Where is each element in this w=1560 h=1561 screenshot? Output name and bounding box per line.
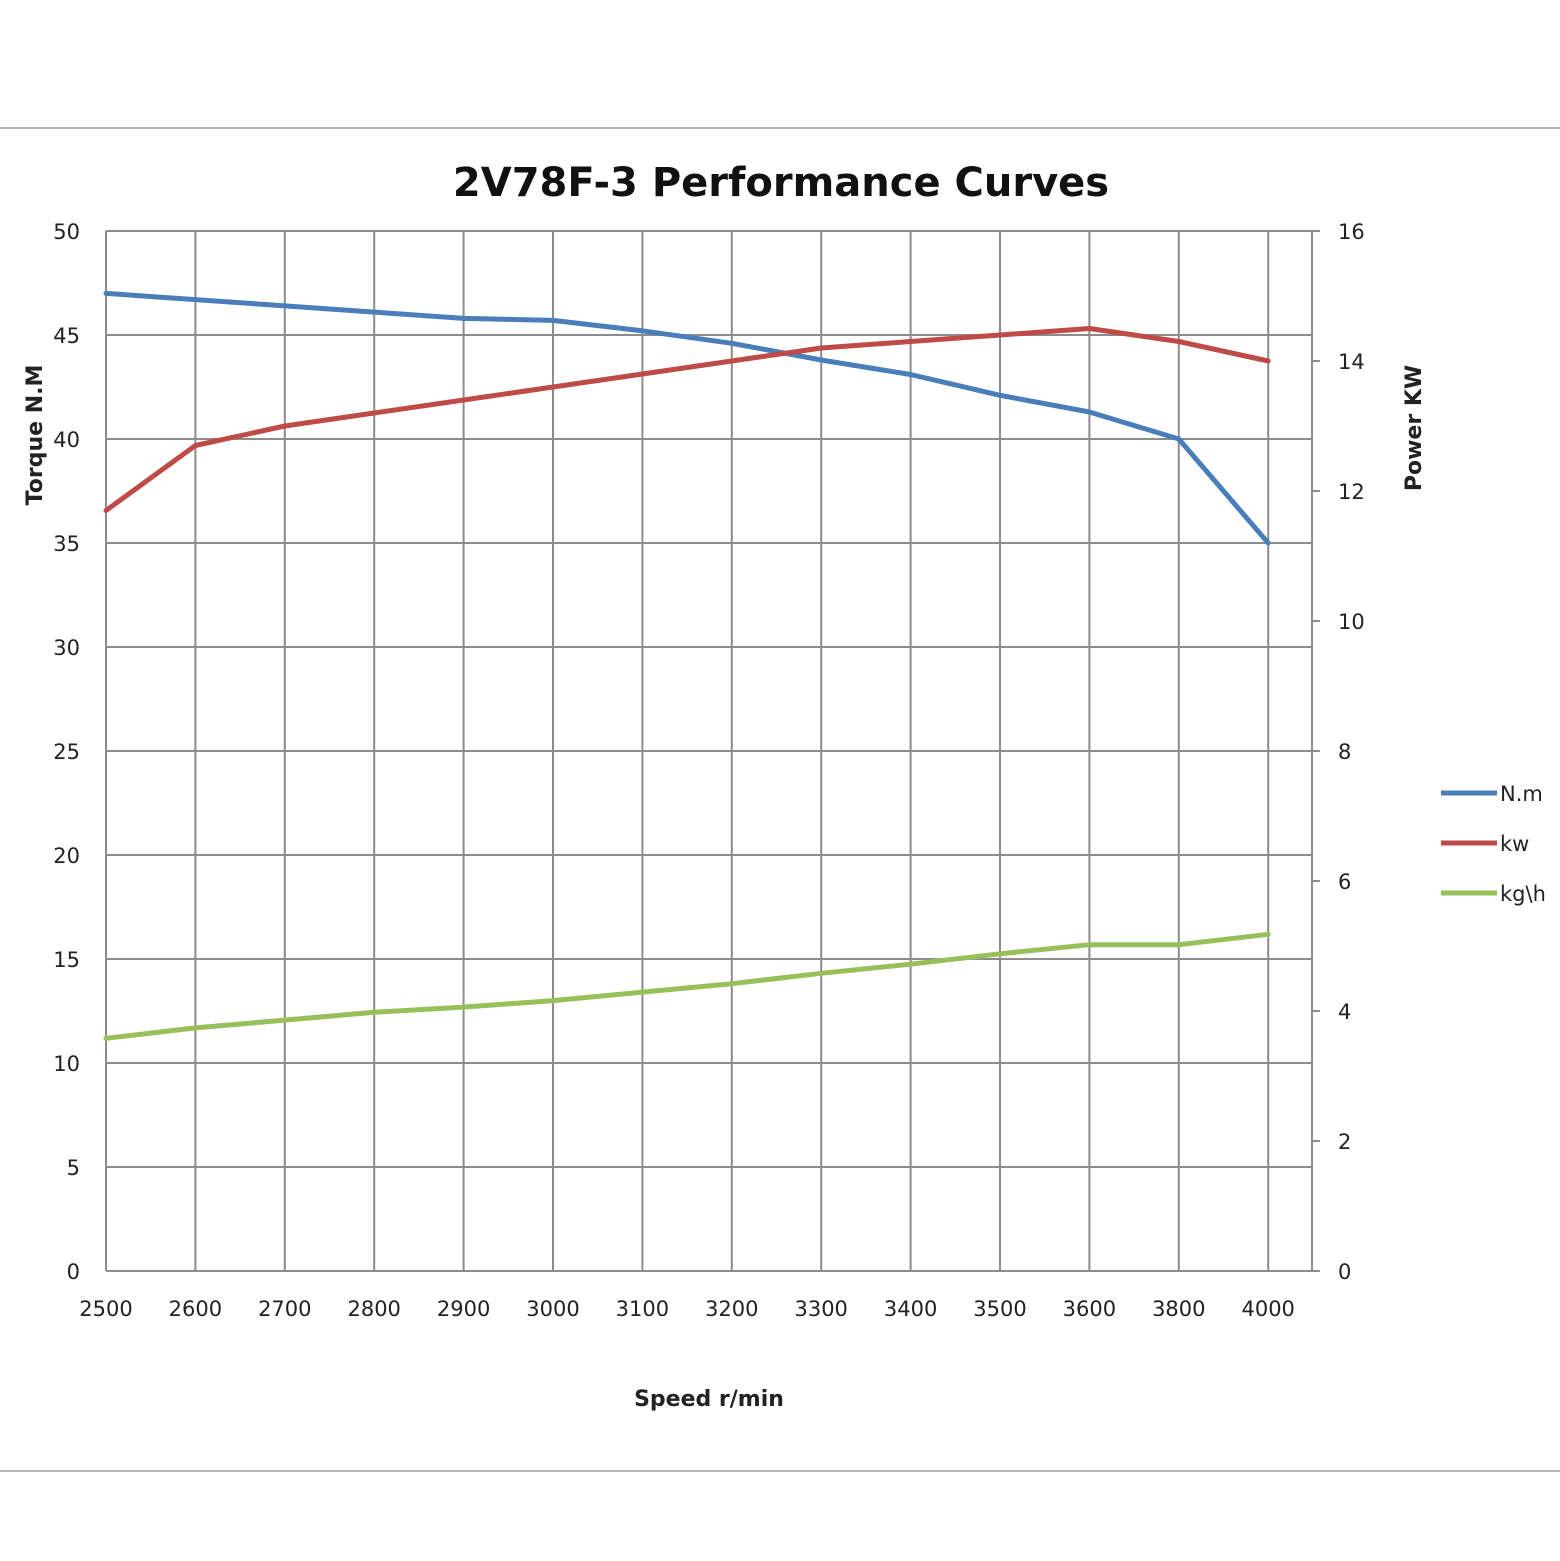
- right-tick-label: 10: [1338, 610, 1365, 634]
- x-tick-label: 3800: [1152, 1297, 1205, 1321]
- grid: [105, 230, 1320, 1272]
- left-tick-label: 45: [53, 324, 80, 348]
- x-tick-label: 3400: [884, 1297, 937, 1321]
- right-tick-label: 0: [1338, 1260, 1351, 1284]
- legend-label: kw: [1500, 832, 1529, 856]
- left-tick-label: 20: [53, 844, 80, 868]
- x-axis-title: Speed r/min: [634, 1387, 784, 1412]
- chart-title: 2V78F-3 Performance Curves: [453, 160, 1109, 206]
- left-tick-label: 0: [67, 1260, 80, 1284]
- series-lines: [103, 290, 1271, 1041]
- left-tick-label: 40: [53, 428, 80, 452]
- left-tick-label: 10: [53, 1052, 80, 1076]
- right-axis-title: Power KW: [1402, 365, 1427, 491]
- right-tick-label: 6: [1338, 870, 1351, 894]
- x-tick-label: 2900: [437, 1297, 490, 1321]
- right-tick-label: 8: [1338, 740, 1351, 764]
- x-tick-label: 2500: [79, 1297, 132, 1321]
- left-tick-label: 5: [67, 1156, 80, 1180]
- x-tick-label: 3300: [794, 1297, 847, 1321]
- right-tick-label: 16: [1338, 220, 1365, 244]
- x-tick-label: 2700: [258, 1297, 311, 1321]
- top-divider: [0, 127, 1560, 129]
- x-tick-label: 3200: [705, 1297, 758, 1321]
- right-tick-label: 2: [1338, 1130, 1351, 1154]
- left-tick-label: 30: [53, 636, 80, 660]
- left-tick-label: 25: [53, 740, 80, 764]
- x-tick-label: 4000: [1241, 1297, 1294, 1321]
- legend-label: kg\h: [1500, 882, 1546, 906]
- series-line: [103, 290, 1271, 546]
- series-line: [103, 931, 1271, 1041]
- legend-label: N.m: [1500, 782, 1543, 806]
- right-tick-label: 12: [1338, 480, 1365, 504]
- x-tick-label: 3600: [1063, 1297, 1116, 1321]
- legend: N.m kw kg\h: [1441, 782, 1546, 906]
- x-tick-label: 3500: [973, 1297, 1026, 1321]
- x-tick-label: 3000: [526, 1297, 579, 1321]
- right-axis-ticks: 0 2 4 6 8 10 12 14 16: [1338, 220, 1365, 1284]
- bottom-divider: [0, 1470, 1560, 1472]
- right-tick-label: 4: [1338, 1000, 1351, 1024]
- x-tick-label: 2800: [347, 1297, 400, 1321]
- left-tick-label: 35: [53, 532, 80, 556]
- x-tick-label: 3100: [616, 1297, 669, 1321]
- left-tick-label: 15: [53, 948, 80, 972]
- x-tick-label: 2600: [169, 1297, 222, 1321]
- right-tick-label: 14: [1338, 350, 1365, 374]
- x-axis-ticks: 2500 2600 2700 2800 2900 3000 3100 3200 3300 3400…: [79, 1297, 1295, 1321]
- left-axis-title: Torque N.M: [23, 365, 48, 506]
- left-axis-ticks: 0 5 10 15 20 25 30 35 40 45 50: [53, 220, 80, 1284]
- left-tick-label: 50: [53, 220, 80, 244]
- series-line: [103, 326, 1271, 513]
